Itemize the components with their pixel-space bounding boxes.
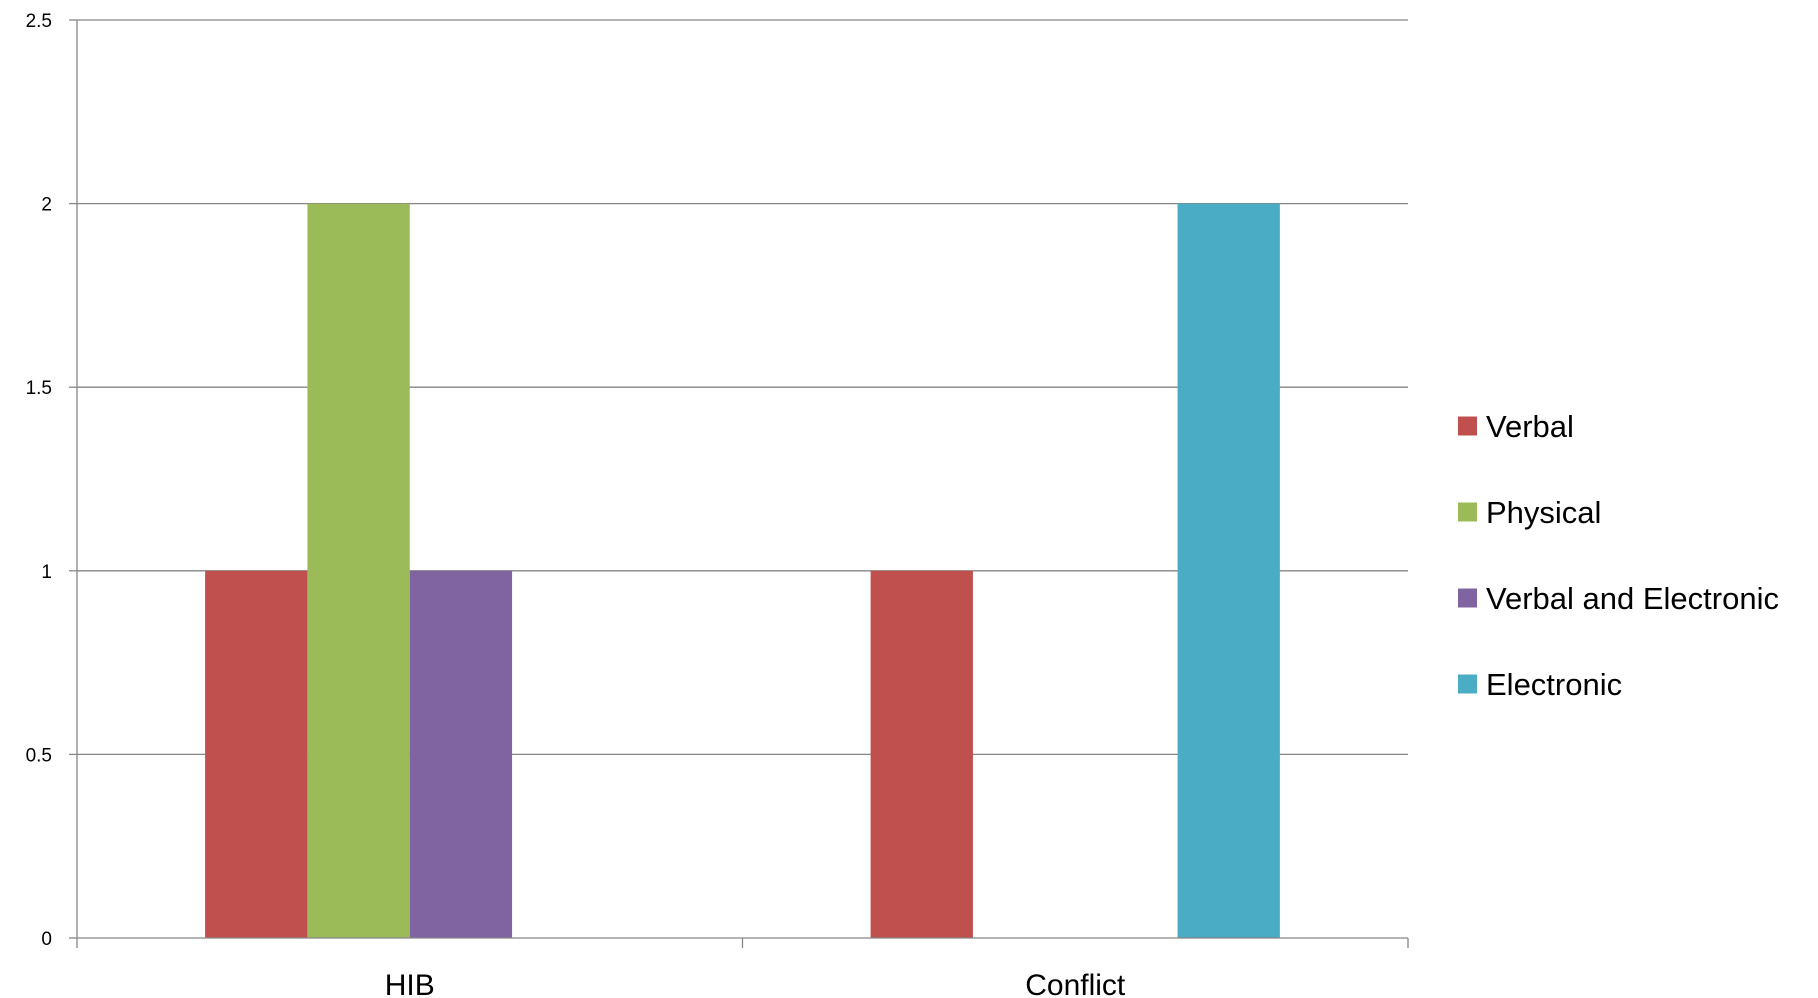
bar: [409, 570, 513, 938]
legend: Verbal Physical Verbal and Electronic Elect…: [1458, 409, 1779, 702]
bar: [870, 570, 973, 938]
bars: [205, 203, 1280, 939]
x-axis-ticks: HIB Conflict: [76, 938, 1409, 998]
bar: [205, 570, 308, 938]
legend-swatch: [1458, 674, 1477, 694]
y-tick-label: 1: [41, 562, 52, 583]
y-axis-ticks: 0 0.5 1 1.5 2 2.5: [26, 11, 77, 950]
bar: [307, 203, 410, 939]
legend-swatch: [1458, 416, 1477, 436]
y-tick-label: 2.5: [26, 11, 52, 32]
bar: [1177, 203, 1280, 939]
legend-label: Electronic: [1486, 667, 1622, 702]
x-tick-label: Conflict: [1025, 969, 1126, 998]
legend-label: Physical: [1486, 495, 1601, 530]
y-tick-label: 1.5: [26, 378, 52, 399]
legend-label: Verbal: [1486, 409, 1574, 444]
y-tick-label: 2: [41, 195, 52, 216]
legend-label: Verbal and Electronic: [1486, 581, 1779, 616]
y-tick-label: 0: [41, 929, 52, 950]
x-tick-label: HIB: [385, 969, 435, 998]
legend-swatch: [1458, 588, 1477, 608]
legend-swatch: [1458, 502, 1477, 522]
y-tick-label: 0.5: [26, 745, 52, 766]
